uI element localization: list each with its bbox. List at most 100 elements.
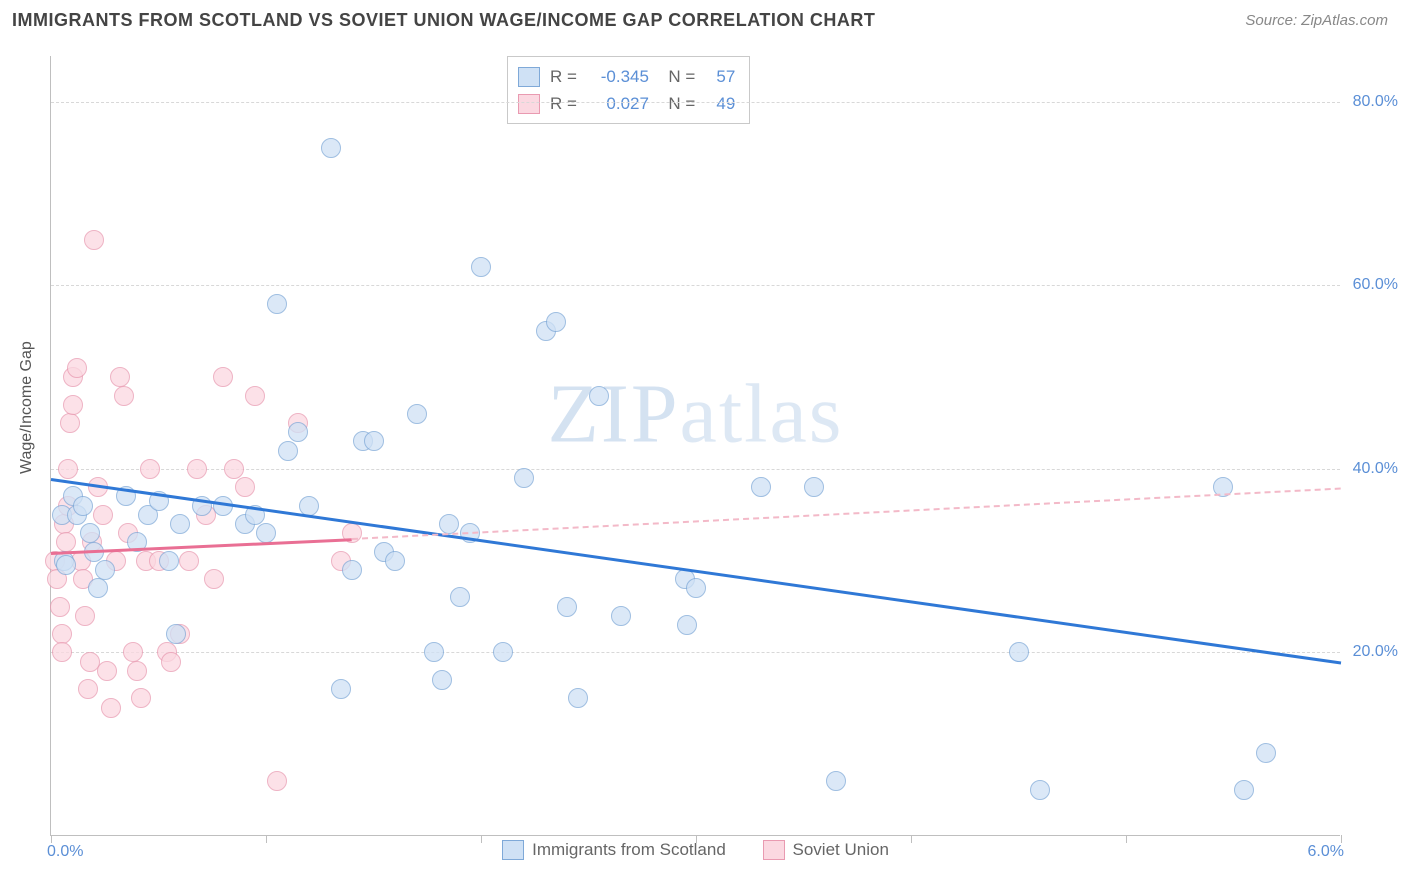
x-tick	[266, 835, 267, 843]
data-point-scotland	[256, 523, 276, 543]
data-point-scotland	[95, 560, 115, 580]
data-point-soviet	[63, 395, 83, 415]
data-point-soviet	[75, 606, 95, 626]
y-tick-label: 80.0%	[1353, 93, 1398, 111]
swatch-scotland	[502, 840, 524, 860]
legend-label-scotland: Immigrants from Scotland	[532, 840, 726, 860]
data-point-soviet	[123, 642, 143, 662]
watermark: ZIPatlas	[548, 366, 844, 463]
data-point-soviet	[179, 551, 199, 571]
data-point-soviet	[52, 624, 72, 644]
data-point-soviet	[78, 679, 98, 699]
watermark-thin: atlas	[680, 368, 844, 461]
data-point-soviet	[101, 698, 121, 718]
n-label: N =	[659, 63, 695, 90]
data-point-soviet	[50, 597, 70, 617]
data-point-scotland	[677, 615, 697, 635]
gridline	[51, 285, 1340, 286]
gridline	[51, 469, 1340, 470]
legend-label-soviet: Soviet Union	[793, 840, 889, 860]
legend-item-scotland: Immigrants from Scotland	[502, 840, 726, 860]
chart-source: Source: ZipAtlas.com	[1245, 12, 1388, 29]
y-tick-label: 60.0%	[1353, 276, 1398, 294]
stats-row-scotland: R = -0.345 N = 57	[518, 63, 735, 90]
y-tick-label: 20.0%	[1353, 643, 1398, 661]
stats-legend: R = -0.345 N = 57 R = 0.027 N = 49	[507, 56, 750, 124]
swatch-soviet	[763, 840, 785, 860]
data-point-scotland	[751, 477, 771, 497]
data-point-soviet	[127, 661, 147, 681]
data-point-scotland	[439, 514, 459, 534]
chart-container: Wage/Income Gap ZIPatlas R = -0.345 N = …	[0, 44, 1406, 892]
data-point-scotland	[1256, 743, 1276, 763]
data-point-soviet	[67, 358, 87, 378]
data-point-soviet	[187, 459, 207, 479]
data-point-scotland	[589, 386, 609, 406]
data-point-soviet	[204, 569, 224, 589]
data-point-soviet	[140, 459, 160, 479]
data-point-scotland	[1009, 642, 1029, 662]
data-point-scotland	[342, 560, 362, 580]
data-point-scotland	[1030, 780, 1050, 800]
data-point-soviet	[114, 386, 134, 406]
gridline	[51, 102, 1340, 103]
data-point-scotland	[514, 468, 534, 488]
data-point-scotland	[493, 642, 513, 662]
n-label: N =	[659, 90, 695, 117]
data-point-scotland	[826, 771, 846, 791]
gridline	[51, 652, 1340, 653]
data-point-scotland	[471, 257, 491, 277]
data-point-soviet	[131, 688, 151, 708]
data-point-scotland	[331, 679, 351, 699]
data-point-scotland	[56, 555, 76, 575]
data-point-scotland	[88, 578, 108, 598]
data-point-soviet	[58, 459, 78, 479]
x-tick	[1126, 835, 1127, 843]
chart-header: IMMIGRANTS FROM SCOTLAND VS SOVIET UNION…	[0, 0, 1406, 37]
data-point-scotland	[364, 431, 384, 451]
data-point-scotland	[432, 670, 452, 690]
data-point-soviet	[60, 413, 80, 433]
data-point-scotland	[1234, 780, 1254, 800]
r-value-scotland: -0.345	[587, 63, 649, 90]
watermark-bold: ZIP	[548, 368, 680, 461]
swatch-scotland	[518, 67, 540, 87]
source-prefix: Source:	[1245, 12, 1301, 29]
x-tick	[51, 835, 52, 843]
r-label: R =	[550, 90, 577, 117]
data-point-scotland	[321, 138, 341, 158]
data-point-soviet	[110, 367, 130, 387]
x-tick	[696, 835, 697, 843]
x-tick	[481, 835, 482, 843]
trendline-scotland	[51, 478, 1341, 664]
data-point-soviet	[267, 771, 287, 791]
legend-item-soviet: Soviet Union	[763, 840, 889, 860]
data-point-scotland	[170, 514, 190, 534]
data-point-scotland	[557, 597, 577, 617]
data-point-soviet	[97, 661, 117, 681]
data-point-soviet	[84, 230, 104, 250]
plot-area: ZIPatlas R = -0.345 N = 57 R = 0.027 N =…	[50, 56, 1340, 836]
data-point-scotland	[166, 624, 186, 644]
data-point-scotland	[546, 312, 566, 332]
data-point-scotland	[278, 441, 298, 461]
data-point-soviet	[93, 505, 113, 525]
swatch-soviet	[518, 94, 540, 114]
data-point-soviet	[213, 367, 233, 387]
data-point-soviet	[245, 386, 265, 406]
x-tick-label: 0.0%	[47, 843, 83, 861]
data-point-scotland	[407, 404, 427, 424]
data-point-scotland	[159, 551, 179, 571]
data-point-scotland	[424, 642, 444, 662]
data-point-scotland	[80, 523, 100, 543]
n-value-scotland: 57	[705, 63, 735, 90]
data-point-soviet	[235, 477, 255, 497]
stats-row-soviet: R = 0.027 N = 49	[518, 90, 735, 117]
source-name: ZipAtlas.com	[1301, 12, 1388, 29]
data-point-scotland	[73, 496, 93, 516]
data-point-scotland	[450, 587, 470, 607]
r-label: R =	[550, 63, 577, 90]
data-point-scotland	[804, 477, 824, 497]
data-point-scotland	[611, 606, 631, 626]
data-point-soviet	[224, 459, 244, 479]
